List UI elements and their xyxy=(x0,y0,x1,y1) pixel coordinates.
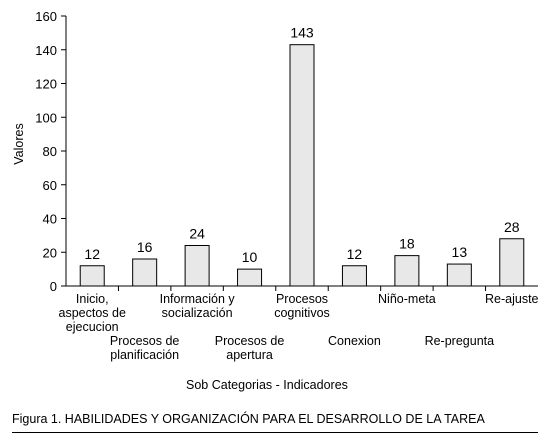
y-tick-label: 100 xyxy=(35,110,57,125)
data-label: 16 xyxy=(137,239,153,255)
y-tick-label: 20 xyxy=(43,245,57,260)
x-tick-label: Procesos de planificación xyxy=(109,334,180,362)
bar xyxy=(499,238,525,287)
bar xyxy=(446,263,472,287)
data-label: 143 xyxy=(290,25,314,41)
bar xyxy=(341,265,367,287)
data-label: 24 xyxy=(189,226,205,242)
x-tick-label: Inicio, aspectos de ejecucion xyxy=(58,292,126,334)
y-tick-label: 0 xyxy=(50,279,57,294)
data-label: 12 xyxy=(84,246,100,262)
data-label: 10 xyxy=(242,249,258,265)
bar xyxy=(132,258,158,287)
y-tick-label: 80 xyxy=(43,144,57,159)
bar xyxy=(237,268,263,287)
y-tick-label: 140 xyxy=(35,43,57,58)
x-axis-title: Sob Categorias - Indicadores xyxy=(186,378,348,392)
data-label: 18 xyxy=(399,236,415,252)
y-tick-label: 40 xyxy=(43,212,57,227)
data-label: 12 xyxy=(347,246,363,262)
y-tick-label: 60 xyxy=(43,178,57,193)
caption-rule xyxy=(12,432,538,433)
bar xyxy=(79,265,105,287)
x-tick-label: Procesos cognitivos xyxy=(274,292,330,320)
bar xyxy=(289,44,315,287)
figure-caption: Figura 1. HABILIDADES Y ORGANIZACIÓN PAR… xyxy=(12,412,485,426)
y-axis-title: Valores xyxy=(12,123,26,165)
x-tick-label: Procesos de apertura xyxy=(214,334,285,362)
y-tick-label: 120 xyxy=(35,77,57,92)
data-label: 28 xyxy=(504,219,520,235)
data-label: 13 xyxy=(452,244,468,260)
y-tick-label: 160 xyxy=(35,9,57,24)
x-tick-label: Re-pregunta xyxy=(424,334,495,348)
x-tick-label: Información y socialización xyxy=(159,292,235,320)
x-tick-label: Niño-meta xyxy=(378,292,436,306)
bar xyxy=(184,245,210,287)
bar xyxy=(394,255,420,287)
x-tick-label: Re-ajuste xyxy=(485,292,539,306)
x-tick-label: Conexion xyxy=(328,334,381,348)
